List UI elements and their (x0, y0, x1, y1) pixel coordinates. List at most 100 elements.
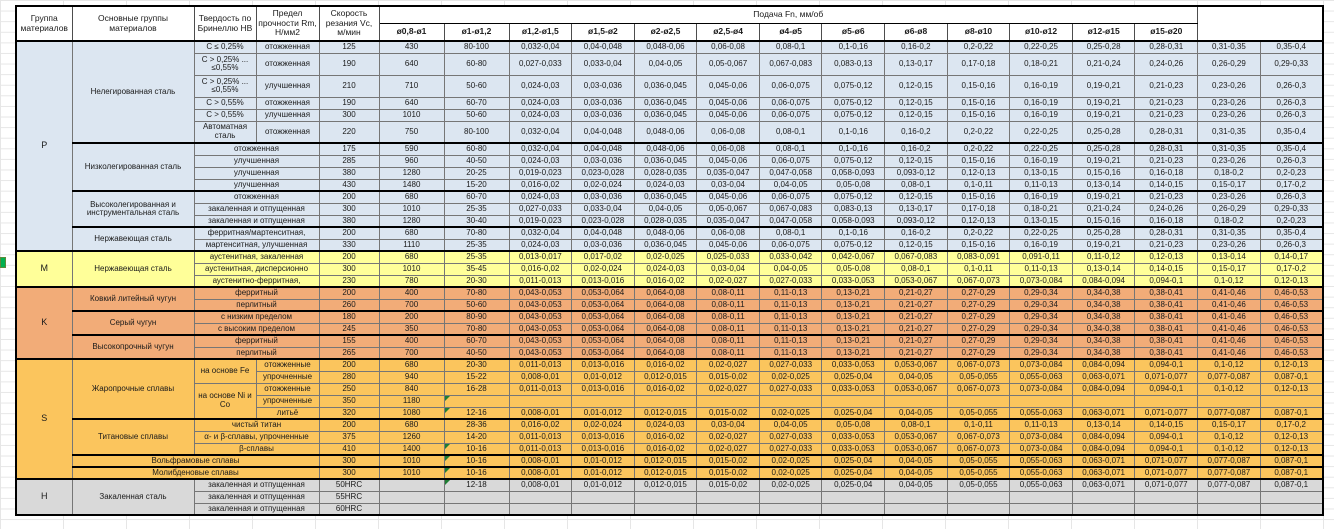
feed-cell[interactable]: 0,23-0,26 (1197, 96, 1261, 110)
strength-cell[interactable]: 1010 (378, 108, 445, 122)
feed-cell[interactable]: 0,036-0,045 (633, 96, 698, 110)
feed-cell[interactable]: 0,04-0,05 (884, 454, 948, 468)
feed-cell[interactable]: 0,053-0,064 (571, 334, 635, 348)
feed-cell[interactable]: 0,31-0,35 (1197, 40, 1261, 54)
feed-cell[interactable]: 0,15-0,16 (946, 154, 1011, 168)
feed-cell[interactable]: 0,01-0,012 (571, 406, 635, 420)
feed-cell[interactable]: 0,015-0,02 (696, 478, 760, 492)
feed-cell[interactable]: 0,024-0,03 (508, 96, 573, 110)
feed-cell[interactable]: 0,064-0,08 (633, 286, 698, 300)
feed-cell[interactable]: 0,032-0,04 (508, 142, 573, 156)
feed-cell[interactable]: 0,04-0,048 (571, 142, 635, 156)
strength-cell[interactable]: 1010 (378, 262, 445, 276)
feed-cell[interactable] (1071, 502, 1136, 516)
cutting-speed-cell[interactable]: 50-60 (443, 108, 510, 122)
cutting-speed-cell[interactable]: 70-80 (443, 286, 510, 300)
cutting-speed-cell[interactable]: 80-90 (443, 310, 510, 324)
feed-cell[interactable]: 0,087-0,1 (1259, 466, 1324, 480)
column-header[interactable]: Твердость по Бринеллю НВ (193, 5, 257, 42)
feed-cell[interactable]: 0,16-0,18 (1134, 214, 1199, 228)
feed-cell[interactable]: 0,067-0,083 (884, 250, 948, 264)
feed-cell[interactable]: 0,12-0,13 (1134, 250, 1199, 264)
feed-cell[interactable]: 0,13-0,21 (821, 334, 886, 348)
feed-cell[interactable]: 0,024-0,03 (633, 418, 698, 432)
feed-cell[interactable]: 0,047-0,058 (758, 166, 823, 180)
feed-cell[interactable]: 0,2-0,22 (946, 226, 1011, 240)
feed-cell[interactable]: 0,011-0,013 (508, 358, 573, 372)
feed-cell[interactable]: 0,091-0,11 (1009, 250, 1073, 264)
feed-cell[interactable]: 0,11-0,13 (758, 346, 823, 360)
feed-cell[interactable]: 0,08-0,1 (884, 418, 948, 432)
strength-cell[interactable]: 1180 (378, 394, 445, 408)
feed-cell[interactable]: 0,075-0,12 (821, 238, 886, 252)
feed-cell[interactable]: 0,12-0,15 (884, 96, 948, 110)
feed-cell[interactable]: 0,16-0,2 (884, 142, 948, 156)
feed-cell[interactable]: 0,19-0,21 (1071, 74, 1136, 98)
feed-cell[interactable]: 0,067-0,073 (946, 358, 1011, 372)
feed-cell[interactable]: 0,063-0,071 (1071, 466, 1136, 480)
strength-cell[interactable]: 960 (378, 154, 445, 168)
treatment-cell[interactable]: отожженная (255, 52, 320, 76)
feed-cell[interactable]: 0,05-0,08 (821, 418, 886, 432)
feed-cell[interactable]: 0,05-0,067 (696, 52, 760, 76)
feed-cell[interactable]: 0,011-0,013 (508, 442, 573, 456)
hardness-cell[interactable]: 200 (318, 358, 380, 372)
feed-cell[interactable]: 0,02-0,025 (633, 250, 698, 264)
feed-cell[interactable]: 0,094-0,1 (1134, 358, 1199, 372)
feed-cell[interactable]: 0,27-0,29 (946, 310, 1011, 324)
feed-cell[interactable]: 0,16-0,2 (884, 40, 948, 54)
feed-cell[interactable]: 0,13-0,14 (1197, 250, 1261, 264)
feed-cell[interactable]: 0,1-0,11 (946, 262, 1011, 276)
feed-cell[interactable]: 0,15-0,16 (946, 190, 1011, 204)
diameter-column-header[interactable]: ø8-ø10 (946, 22, 1011, 42)
feed-cell[interactable]: 0,12-0,13 (1259, 430, 1324, 444)
feed-cell[interactable]: 0,033-0,053 (821, 274, 886, 288)
feed-cell[interactable]: 0,22-0,25 (1009, 142, 1073, 156)
feed-cell[interactable]: 0,46-0,53 (1259, 334, 1324, 348)
feed-cell[interactable]: 0,13-0,21 (821, 310, 886, 324)
treatment-cell[interactable]: аустенитная, закаленная (193, 250, 320, 264)
feed-cell[interactable]: 0,087-0,1 (1259, 478, 1324, 492)
feed-cell[interactable] (946, 394, 1011, 408)
hardness-cell[interactable]: 330 (318, 238, 380, 252)
strength-cell[interactable]: 840 (378, 382, 445, 396)
material-group-cell[interactable]: Жаропрочные сплавы (71, 358, 195, 420)
feed-cell[interactable]: 0,02-0,025 (758, 454, 823, 468)
feed-cell[interactable]: 0,13-0,14 (1071, 178, 1136, 192)
feed-cell[interactable]: 0,15-0,16 (946, 74, 1011, 98)
feed-cell[interactable]: 0,067-0,073 (946, 274, 1011, 288)
treatment-cell[interactable]: чистый титан (193, 418, 320, 432)
group-label-cell[interactable]: K (15, 286, 73, 360)
strength-cell[interactable]: 1280 (378, 166, 445, 180)
material-group-cell[interactable]: Закаленная сталь (71, 478, 195, 516)
hardness-cell[interactable]: 175 (318, 142, 380, 156)
strength-cell[interactable]: 1080 (378, 406, 445, 420)
treatment-cell[interactable]: аустенитная, дисперсионно (193, 262, 320, 276)
feed-cell[interactable]: 0,04-0,048 (571, 120, 635, 144)
feed-cell[interactable]: 0,24-0,26 (1134, 52, 1199, 76)
material-group-cell[interactable]: Высокопрочный чугун (71, 334, 195, 360)
feed-cell[interactable]: 0,41-0,46 (1197, 322, 1261, 336)
feed-cell[interactable]: 0,027-0,033 (508, 52, 573, 76)
feed-cell[interactable]: 0,41-0,46 (1197, 310, 1261, 324)
cutting-speed-cell[interactable]: 10-16 (443, 454, 510, 468)
feed-cell[interactable]: 0,012-0,015 (633, 478, 698, 492)
feed-cell[interactable] (633, 394, 698, 408)
hardness-cell[interactable]: 300 (318, 108, 380, 122)
feed-cell[interactable] (946, 502, 1011, 516)
hardness-cell[interactable]: 300 (318, 454, 380, 468)
feed-cell[interactable] (1009, 490, 1073, 504)
feed-cell[interactable]: 0,071-0,077 (1134, 370, 1199, 384)
feed-cell[interactable]: 0,03-0,04 (696, 178, 760, 192)
feed-cell[interactable]: 0,02-0,027 (696, 358, 760, 372)
treatment-cell[interactable]: улучшенная (255, 74, 320, 98)
feed-cell[interactable]: 0,063-0,071 (1071, 478, 1136, 492)
feed-cell[interactable]: 0,17-0,2 (1259, 418, 1324, 432)
feed-cell[interactable] (571, 490, 635, 504)
feed-cell[interactable] (633, 490, 698, 504)
feed-cell[interactable]: 0,028-0,035 (633, 166, 698, 180)
feed-cell[interactable]: 0,03-0,036 (571, 154, 635, 168)
hardness-cell[interactable]: 380 (318, 166, 380, 180)
strength-cell[interactable]: 640 (378, 52, 445, 76)
feed-cell[interactable]: 0,08-0,1 (884, 262, 948, 276)
